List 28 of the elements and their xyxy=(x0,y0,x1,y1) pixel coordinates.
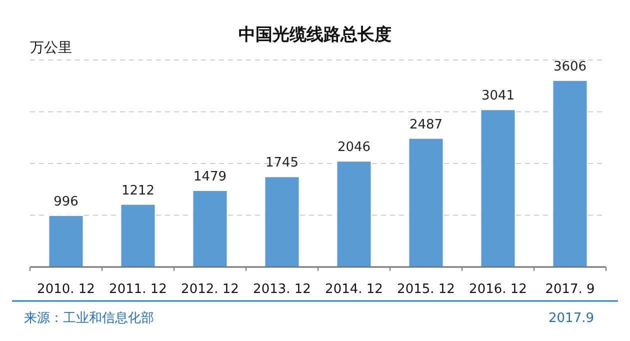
y-axis-title: 万公里 xyxy=(30,40,72,56)
x-tick-label: 2015. 12 xyxy=(397,282,455,297)
data-label: 1212 xyxy=(121,183,155,198)
bar xyxy=(408,138,444,268)
text: 2017.9 xyxy=(548,311,594,326)
bar xyxy=(48,214,84,268)
data-label: 2487 xyxy=(409,117,443,132)
source-note: 来源：工业和信息化部 xyxy=(24,311,154,326)
data-label: 3041 xyxy=(481,88,515,104)
x-tick-label: 2014. 12 xyxy=(325,282,383,297)
bar xyxy=(192,190,228,268)
x-tick-label: 2017. 9 xyxy=(545,282,595,297)
bar xyxy=(480,109,516,268)
x-tick-label: 2010. 12 xyxy=(37,282,95,297)
x-tick-label: 2012. 12 xyxy=(181,282,239,297)
x-tick-label: 2011. 12 xyxy=(109,282,167,297)
bar xyxy=(264,176,300,268)
bar xyxy=(120,204,156,268)
data-label: 1479 xyxy=(193,169,227,184)
data-label: 3606 xyxy=(553,59,587,74)
x-tick-label: 2013. 12 xyxy=(253,282,311,297)
data-label: 2046 xyxy=(337,140,371,156)
chart-title: 中国光缆线路总长度 xyxy=(238,25,392,45)
bar xyxy=(336,160,372,268)
data-label: 996 xyxy=(54,194,78,210)
bar xyxy=(552,80,588,268)
data-label: 1745 xyxy=(265,156,299,171)
x-tick-label: 2016. 12 xyxy=(469,282,527,297)
